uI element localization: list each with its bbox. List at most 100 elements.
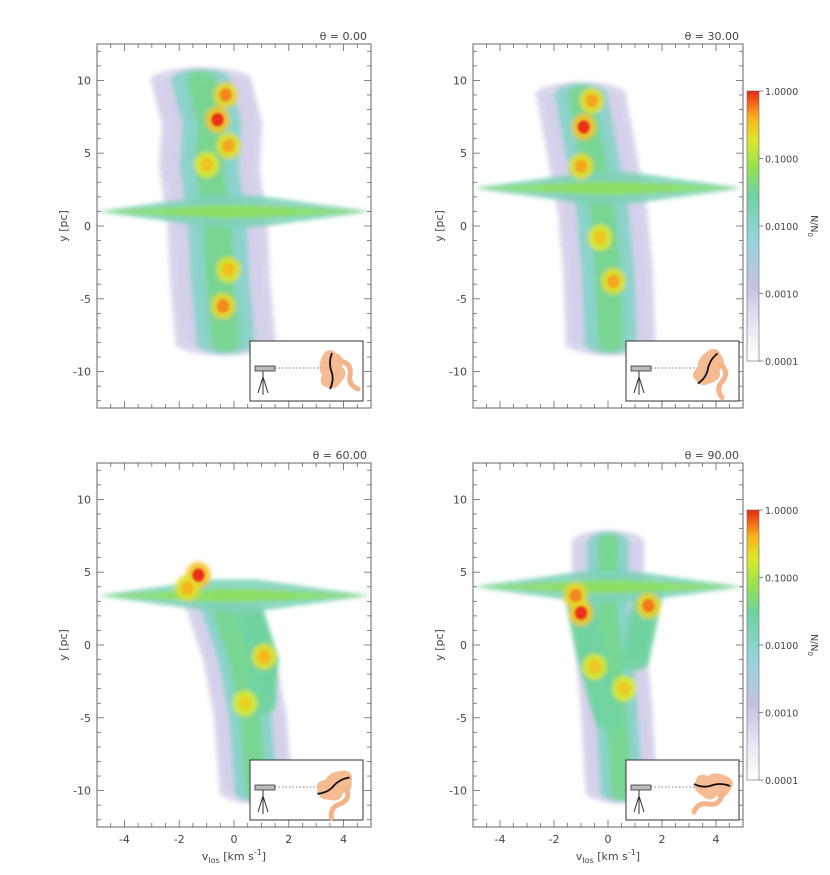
peak-core (569, 588, 582, 603)
y-axis-label: y [pc] (57, 210, 70, 242)
x-tick-label: -4 (119, 833, 130, 846)
y-tick-label: -10 (449, 785, 467, 798)
telescope-leg-icon (633, 795, 640, 813)
inset-sketch (625, 340, 740, 402)
x-tick-label: -2 (549, 833, 560, 846)
peak-core (238, 696, 251, 710)
colorbar-tick-label: 0.0001 (765, 776, 798, 787)
telescope-leg-icon (257, 795, 264, 813)
cloud-sketch-arm (691, 791, 725, 815)
telescope-leg-icon (262, 795, 269, 813)
telescope-leg-icon (262, 376, 269, 394)
emission-layers (473, 81, 743, 356)
peak-core (607, 274, 620, 288)
peak-core (181, 581, 194, 595)
y-tick-label: -10 (73, 366, 91, 379)
peak-core (585, 94, 598, 108)
x-tick-label: -4 (495, 833, 506, 846)
theta-label: θ = 30.00 (685, 30, 739, 43)
peak-core (192, 568, 205, 582)
filament-core (97, 588, 371, 603)
filament-core (473, 580, 743, 594)
arm-blob (593, 706, 623, 730)
telescope-tube-icon (254, 784, 276, 791)
telescope-tube-icon (254, 365, 276, 372)
filament-marker (697, 352, 719, 385)
peak-core (211, 113, 224, 127)
theta-label: θ = 0.00 (320, 30, 367, 43)
colorbar-tick-label: 0.1000 (765, 574, 798, 585)
y-tick-label: 0 (460, 639, 467, 652)
filament-marker (693, 783, 731, 788)
theta-label: θ = 90.00 (685, 449, 739, 462)
peak-core (593, 231, 606, 245)
y-tick-label: 10 (77, 493, 91, 506)
y-tick-label: 5 (84, 147, 91, 160)
x-tick-label: 4 (340, 833, 347, 846)
y-tick-label: -5 (456, 293, 467, 306)
y-tick-label: -5 (456, 712, 467, 725)
y-tick-label: 10 (453, 493, 467, 506)
y-tick-label: -10 (449, 366, 467, 379)
peak-core (217, 299, 230, 313)
colorbar-tick-label: 0.1000 (765, 155, 798, 166)
y-tick-label: -5 (80, 712, 91, 725)
emission-layers (97, 67, 371, 356)
x-tick-label: 2 (285, 833, 292, 846)
panel-1: -10 -5 0 5 10 y [pc] θ = 30.00 1.0000 0.1000 0.01… (433, 30, 819, 409)
colorbar-label: N/N0 (806, 634, 819, 656)
filament-core (97, 204, 371, 218)
colorbar-gradient (746, 90, 760, 362)
cloud-sketch-arm (337, 358, 361, 392)
y-tick-label: 0 (460, 220, 467, 233)
emission-map (97, 67, 371, 356)
colorbar: 1.0000 0.1000 0.0100 0.0010 0.0001 N/N0 (746, 506, 819, 787)
emission-layers (97, 562, 371, 804)
telescope-leg-icon (638, 376, 645, 394)
peak-core (575, 159, 587, 173)
y-axis-label: y [pc] (57, 629, 70, 661)
theta-label: θ = 60.00 (313, 449, 367, 462)
telescope-tube-icon (630, 784, 652, 791)
y-tick-label: 10 (453, 74, 467, 87)
x-axis-label: vlos [km s-1] (576, 848, 640, 865)
panel-0: -10 -5 0 5 10 y [pc] θ = 0.00 (57, 30, 372, 409)
colorbar-tick-label: 0.0100 (765, 222, 798, 233)
peak-core (642, 599, 655, 613)
y-tick-label: 10 (77, 74, 91, 87)
panel-2: -10 -5 0 5 10 -4 -2 0 2 4 vlos [km s-1] y [pc] θ = 6… (57, 449, 372, 865)
x-tick-label: 4 (713, 833, 720, 846)
y-tick-label: -5 (80, 293, 91, 306)
panel-3: -10 -5 0 5 10 -4 -2 0 2 4 vlos [km s-1] y [pc] θ = 9… (433, 449, 819, 865)
colorbar-tick-label: 1.0000 (765, 87, 798, 98)
colorbar-label: N/N0 (806, 215, 819, 237)
ridge-core (210, 332, 241, 353)
colorbar-tick-label: 0.0010 (765, 290, 798, 301)
peak-core (222, 263, 235, 277)
inset-sketch (249, 759, 364, 821)
colorbar: 1.0000 0.1000 0.0100 0.0010 0.0001 N/N0 (746, 87, 819, 368)
ridge-core (597, 332, 625, 353)
y-tick-label: 5 (460, 566, 467, 579)
filament-marker (317, 776, 350, 795)
peak-core (200, 158, 213, 172)
telescope-leg-icon (638, 795, 645, 813)
y-axis-label: y [pc] (433, 210, 446, 242)
peak-core (219, 88, 232, 102)
peak-core (575, 606, 587, 620)
emission-map (473, 81, 743, 356)
y-tick-label: 5 (460, 147, 467, 160)
cloud-sketch-arm (328, 785, 351, 821)
y-tick-label: -10 (73, 785, 91, 798)
colorbar-tick-label: 0.0001 (765, 357, 798, 368)
x-tick-label: 2 (659, 833, 666, 846)
emission-map (97, 562, 371, 804)
peak-core (258, 650, 271, 664)
y-tick-label: 0 (84, 639, 91, 652)
x-tick-label: 0 (231, 833, 238, 846)
colorbar-tick-label: 0.0010 (765, 709, 798, 720)
y-tick-label: 5 (84, 566, 91, 579)
peak-core (577, 120, 590, 134)
telescope-tube-icon (630, 365, 652, 372)
